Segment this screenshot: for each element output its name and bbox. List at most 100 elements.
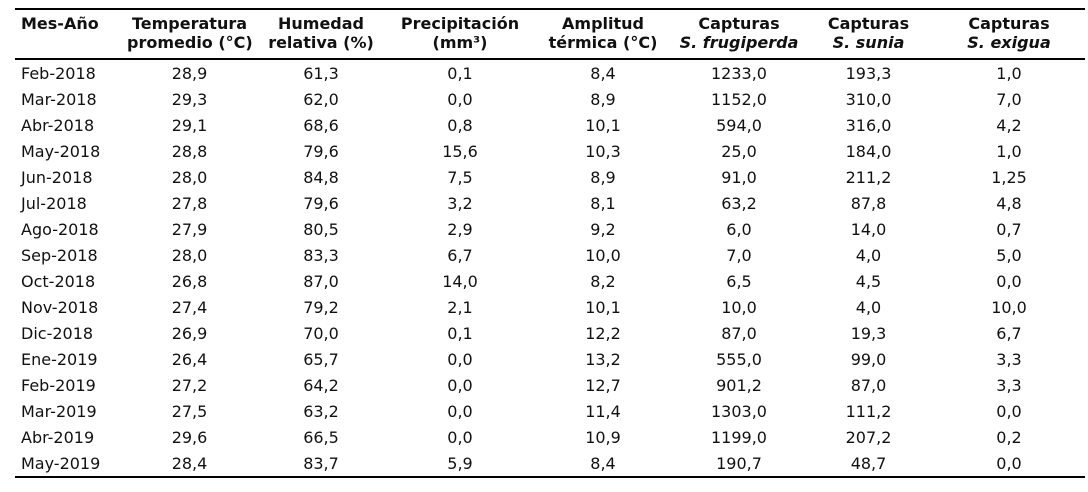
- table-cell: 65,7: [303, 349, 339, 369]
- table-cell: 19,3: [850, 323, 887, 343]
- row-label: Ago-2018: [21, 219, 99, 239]
- table-row: Jun-2018 28,0 84,8 7,5 8,9 91,0 211,2 1,…: [15, 164, 1085, 190]
- table-row: Abr-2018 29,1 68,6 0,8 10,1 594,0 316,0 …: [15, 112, 1085, 138]
- table-cell: 3,3: [996, 349, 1022, 369]
- table-cell: 27,5: [171, 401, 208, 421]
- table-cell: 63,2: [303, 401, 339, 421]
- table-cell: 4,0: [855, 245, 882, 265]
- table-cell: 13,2: [585, 349, 621, 369]
- row-label: Abr-2018: [21, 115, 95, 135]
- column-header-line1: Mes-Año: [21, 14, 99, 33]
- table-cell: 0,2: [996, 427, 1022, 447]
- table-cell: 7,0: [996, 89, 1022, 109]
- column-header-line1: Humedad: [277, 14, 364, 33]
- table-cell: 0,8: [447, 115, 473, 135]
- column-header-line1: Temperatura: [131, 14, 248, 33]
- row-label: Abr-2019: [21, 427, 95, 447]
- column-header: Temperatura promedio (°C): [125, 9, 254, 59]
- table-row: Ene-2019 26,4 65,7 0,0 13,2 555,0 99,0 3…: [15, 346, 1085, 372]
- table-cell: 7,5: [447, 167, 473, 187]
- table-cell: 12,7: [585, 375, 621, 395]
- column-header-line2: térmica (°C): [548, 33, 658, 52]
- table-cell: 1,0: [996, 63, 1022, 83]
- table-row: Oct-2018 26,8 87,0 14,0 8,2 6,5 4,5 0,0: [15, 268, 1085, 294]
- table-cell: 3,3: [996, 375, 1022, 395]
- table-cell: 70,0: [303, 323, 339, 343]
- table-cell: 87,0: [303, 271, 339, 291]
- data-table: Mes-Año Temperatura promedio (°C) Humeda…: [15, 8, 1085, 478]
- column-header-line2: S. sunia: [832, 33, 905, 52]
- table-cell: 28,0: [171, 245, 208, 265]
- column-header: Capturas S. frugiperda: [674, 9, 804, 59]
- row-label: Ene-2019: [21, 349, 98, 369]
- table-cell: 79,2: [303, 297, 339, 317]
- column-header-line2: S. frugiperda: [679, 33, 799, 52]
- table-cell: 27,9: [171, 219, 208, 239]
- table-cell: 9,2: [590, 219, 616, 239]
- table-cell: 27,2: [171, 375, 208, 395]
- table-cell: 10,1: [585, 297, 621, 317]
- table-cell: 99,0: [850, 349, 887, 369]
- table-cell: 8,9: [590, 167, 616, 187]
- row-label: Feb-2018: [21, 63, 96, 83]
- row-label: Jul-2018: [21, 193, 87, 213]
- table-row: Ago-2018 27,9 80,5 2,9 9,2 6,0 14,0 0,7: [15, 216, 1085, 242]
- table-cell: 2,9: [447, 219, 473, 239]
- table-cell: 28,0: [171, 167, 208, 187]
- table-cell: 8,2: [590, 271, 616, 291]
- column-header: Mes-Año: [15, 9, 125, 59]
- table-row: Sep-2018 28,0 83,3 6,7 10,0 7,0 4,0 5,0: [15, 242, 1085, 268]
- table-cell: 91,0: [721, 167, 757, 187]
- table-cell: 28,9: [171, 63, 208, 83]
- table-cell: 6,7: [996, 323, 1022, 343]
- table-cell: 14,0: [850, 219, 887, 239]
- table-cell: 28,4: [171, 453, 208, 473]
- table-cell: 0,0: [996, 453, 1022, 473]
- table-header-row: Mes-Año Temperatura promedio (°C) Humeda…: [15, 9, 1085, 59]
- table-cell: 87,0: [850, 375, 887, 395]
- table-cell: 61,3: [303, 63, 339, 83]
- table-cell: 87,8: [850, 193, 887, 213]
- column-header-line1: Capturas: [698, 14, 780, 33]
- table-cell: 0,0: [447, 427, 473, 447]
- row-label: Nov-2018: [21, 297, 99, 317]
- row-label: Mar-2018: [21, 89, 97, 109]
- table-cell: 0,1: [447, 323, 473, 343]
- table-cell: 10,0: [991, 297, 1027, 317]
- table-cell: 29,1: [171, 115, 208, 135]
- table-cell: 10,9: [585, 427, 621, 447]
- table-cell: 26,8: [171, 271, 208, 291]
- table-row: Jul-2018 27,8 79,6 3,2 8,1 63,2 87,8 4,8: [15, 190, 1085, 216]
- table-cell: 0,0: [447, 89, 473, 109]
- table-cell: 12,2: [585, 323, 621, 343]
- table-cell: 207,2: [845, 427, 892, 447]
- table-cell: 6,0: [726, 219, 752, 239]
- row-label: May-2019: [21, 453, 101, 473]
- table-cell: 5,9: [447, 453, 473, 473]
- table-row: Nov-2018 27,4 79,2 2,1 10,1 10,0 4,0 10,…: [15, 294, 1085, 320]
- table-cell: 1,25: [991, 167, 1027, 187]
- table-cell: 1233,0: [711, 63, 767, 83]
- table-cell: 594,0: [716, 115, 762, 135]
- table-cell: 63,2: [721, 193, 757, 213]
- table-row: May-2018 28,8 79,6 15,6 10,3 25,0 184,0 …: [15, 138, 1085, 164]
- table-cell: 1152,0: [711, 89, 767, 109]
- row-label: Dic-2018: [21, 323, 94, 343]
- table-cell: 211,2: [845, 167, 892, 187]
- table-cell: 28,8: [171, 141, 208, 161]
- table-cell: 3,2: [447, 193, 473, 213]
- table-cell: 6,7: [447, 245, 473, 265]
- table-cell: 83,7: [303, 453, 339, 473]
- table-cell: 184,0: [845, 141, 892, 161]
- column-header-line2: promedio (°C): [127, 33, 253, 52]
- table-cell: 8,1: [590, 193, 616, 213]
- table-cell: 0,0: [447, 349, 473, 369]
- table-cell: 0,7: [996, 219, 1022, 239]
- table-cell: 11,4: [585, 401, 621, 421]
- table-cell: 10,1: [585, 115, 621, 135]
- column-header-line1: Capturas: [827, 14, 910, 33]
- table-cell: 27,4: [171, 297, 208, 317]
- row-label: Oct-2018: [21, 271, 96, 291]
- table-cell: 62,0: [303, 89, 339, 109]
- table-cell: 6,5: [726, 271, 752, 291]
